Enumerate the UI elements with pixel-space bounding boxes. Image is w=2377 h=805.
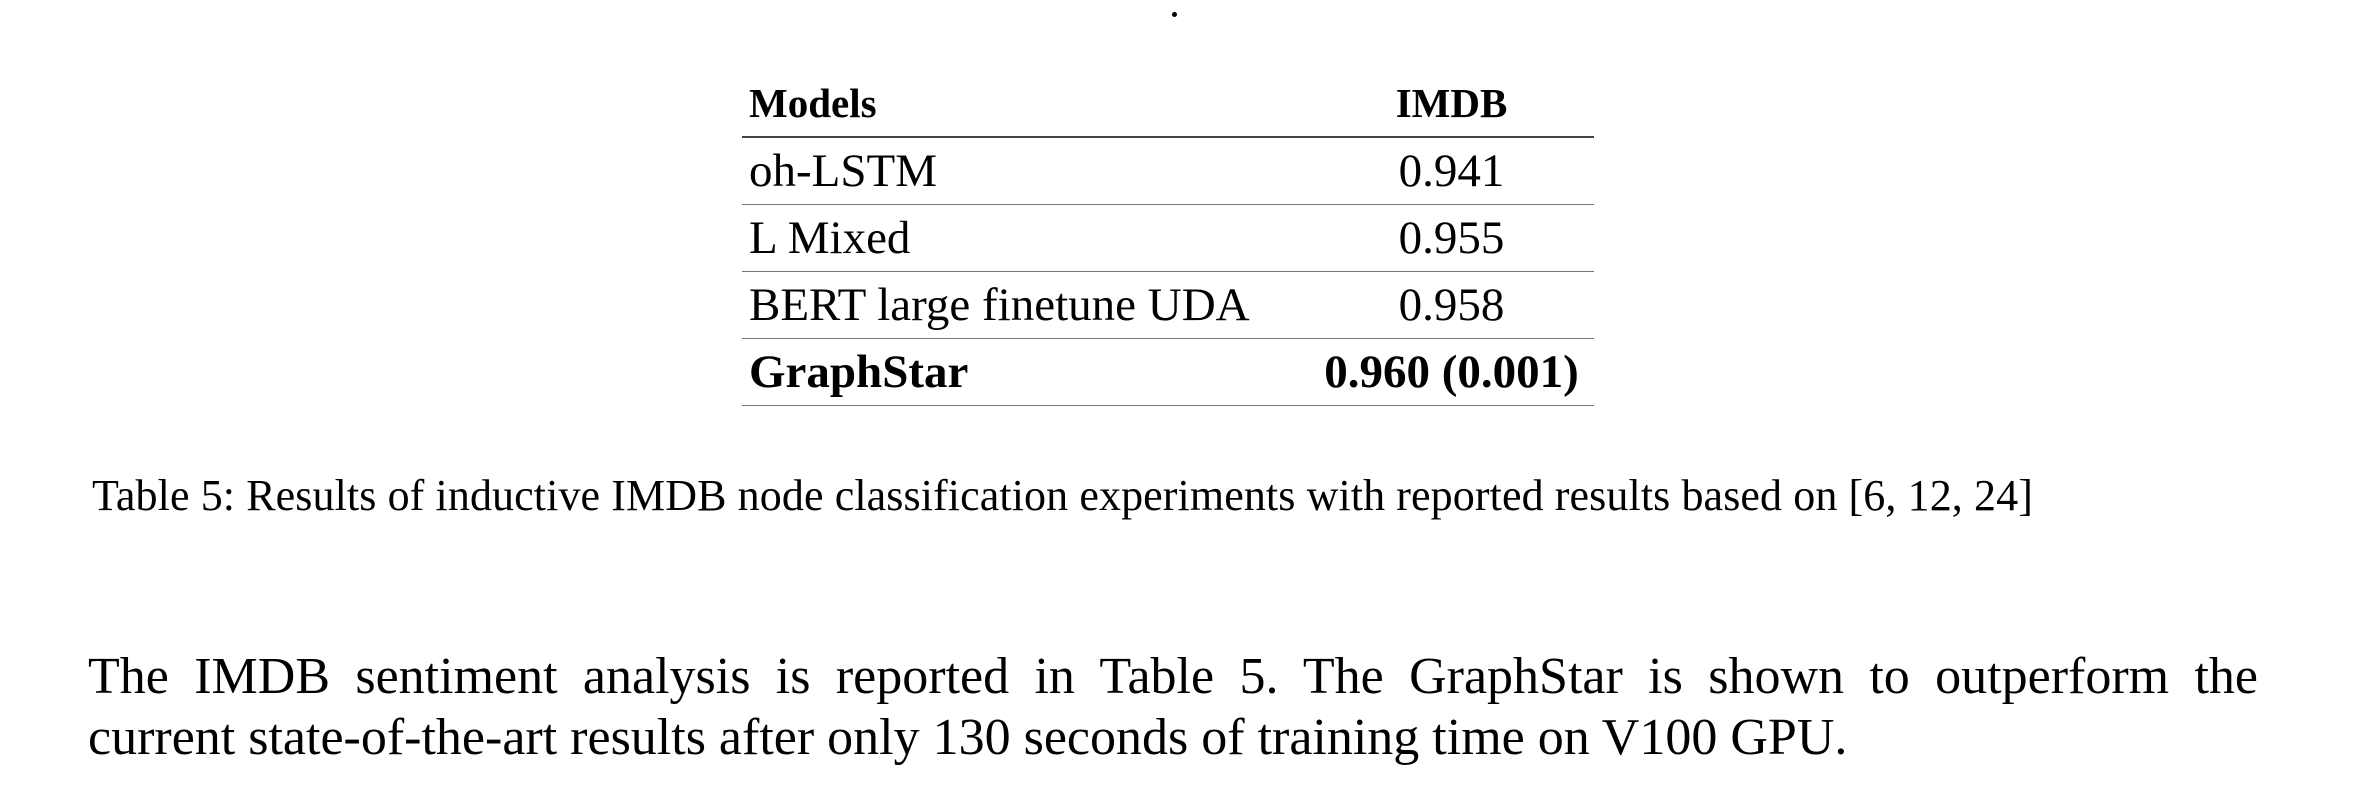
- imdb-score: 0.941: [1309, 137, 1594, 205]
- results-table: Models IMDB oh-LSTM 0.941 L Mixed 0.955 …: [742, 70, 1594, 406]
- table-row: BERT large finetune UDA 0.958: [742, 272, 1594, 339]
- table-header-row: Models IMDB: [742, 70, 1594, 137]
- header-models: Models: [742, 70, 1309, 137]
- paragraph-line: The IMDB sentiment analysis is reported …: [88, 646, 2258, 707]
- table-row: oh-LSTM 0.941: [742, 137, 1594, 205]
- imdb-score: 0.960 (0.001): [1309, 339, 1594, 406]
- model-name: oh-LSTM: [742, 137, 1309, 205]
- imdb-score: 0.955: [1309, 205, 1594, 272]
- model-name: BERT large finetune UDA: [742, 272, 1309, 339]
- table-caption: Table 5: Results of inductive IMDB node …: [92, 470, 2033, 521]
- body-paragraph: The IMDB sentiment analysis is reported …: [88, 646, 2258, 768]
- table-row: L Mixed 0.955: [742, 205, 1594, 272]
- imdb-score: 0.958: [1309, 272, 1594, 339]
- table-row: GraphStar 0.960 (0.001): [742, 339, 1594, 406]
- stray-dot: [1172, 12, 1177, 17]
- paragraph-line: current state-of-the-art results after o…: [88, 707, 2258, 768]
- model-name: GraphStar: [742, 339, 1309, 406]
- model-name: L Mixed: [742, 205, 1309, 272]
- header-imdb: IMDB: [1309, 70, 1594, 137]
